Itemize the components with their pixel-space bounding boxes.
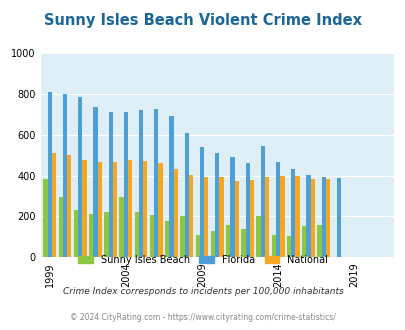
Bar	[43, 179, 47, 257]
Bar	[67, 155, 71, 257]
Bar	[295, 176, 299, 257]
Bar	[165, 220, 169, 257]
Bar	[104, 213, 108, 257]
Bar	[52, 153, 56, 257]
Bar	[199, 147, 204, 257]
Bar	[264, 177, 269, 257]
Bar	[78, 97, 82, 257]
Bar	[271, 235, 275, 257]
Bar	[290, 169, 295, 257]
Bar	[234, 181, 238, 257]
Bar	[128, 160, 132, 257]
Bar	[204, 177, 208, 257]
Text: Crime Index corresponds to incidents per 100,000 inhabitants: Crime Index corresponds to incidents per…	[62, 287, 343, 296]
Bar	[249, 180, 254, 257]
Bar	[260, 146, 264, 257]
Bar	[226, 225, 230, 257]
Bar	[256, 216, 260, 257]
Bar	[97, 162, 102, 257]
Bar	[139, 110, 143, 257]
Bar	[230, 157, 234, 257]
Bar	[188, 175, 193, 257]
Bar	[325, 179, 329, 257]
Bar	[158, 163, 162, 257]
Bar	[195, 235, 199, 257]
Bar	[63, 94, 67, 257]
Bar	[93, 107, 97, 257]
Bar	[154, 109, 158, 257]
Text: Sunny Isles Beach Violent Crime Index: Sunny Isles Beach Violent Crime Index	[44, 13, 361, 28]
Bar	[184, 133, 188, 257]
Bar	[74, 210, 78, 257]
Bar	[219, 177, 223, 257]
Bar	[245, 163, 249, 257]
Bar	[301, 226, 306, 257]
Bar	[317, 225, 321, 257]
Bar	[134, 213, 139, 257]
Bar	[169, 116, 173, 257]
Bar	[336, 178, 340, 257]
Bar	[279, 176, 284, 257]
Bar	[286, 236, 290, 257]
Bar	[215, 153, 219, 257]
Bar	[124, 112, 128, 257]
Bar	[210, 231, 215, 257]
Bar	[149, 215, 154, 257]
Bar	[47, 92, 52, 257]
Text: © 2024 CityRating.com - https://www.cityrating.com/crime-statistics/: © 2024 CityRating.com - https://www.city…	[70, 314, 335, 322]
Bar	[113, 162, 117, 257]
Bar	[119, 197, 124, 257]
Bar	[321, 177, 325, 257]
Bar	[82, 160, 86, 257]
Bar	[108, 112, 113, 257]
Bar	[241, 229, 245, 257]
Bar	[58, 197, 63, 257]
Bar	[143, 161, 147, 257]
Bar	[306, 175, 310, 257]
Bar	[173, 169, 177, 257]
Legend: Sunny Isles Beach, Florida, National: Sunny Isles Beach, Florida, National	[74, 251, 331, 269]
Bar	[89, 214, 93, 257]
Bar	[180, 216, 184, 257]
Bar	[310, 179, 314, 257]
Bar	[275, 162, 279, 257]
